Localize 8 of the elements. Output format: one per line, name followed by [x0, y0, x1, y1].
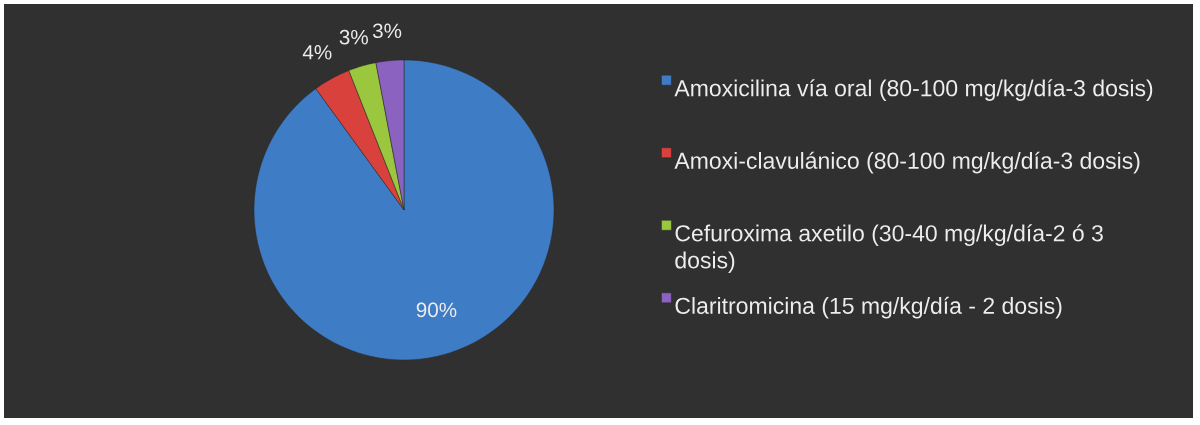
legend-label: Amoxi-clavulánico (80-100 mg/kg/día-3 dosis)	[674, 151, 1140, 174]
legend-label: Amoxicilina vía oral (80-100 mg/kg/día-3 dosis)	[674, 79, 1153, 101]
data-label: 90%	[416, 302, 457, 318]
data-label: 4%	[302, 45, 332, 60]
data-label: 3%	[372, 23, 402, 39]
data-label: 3%	[339, 29, 368, 45]
legend-label: Claritromicina (15 mg/kg/día - 2 dosis)	[675, 296, 1062, 319]
legend-label: Cefuroxima axetilo (30-40 mg/kg/día-2 ó 3 dosis)	[675, 224, 1103, 273]
